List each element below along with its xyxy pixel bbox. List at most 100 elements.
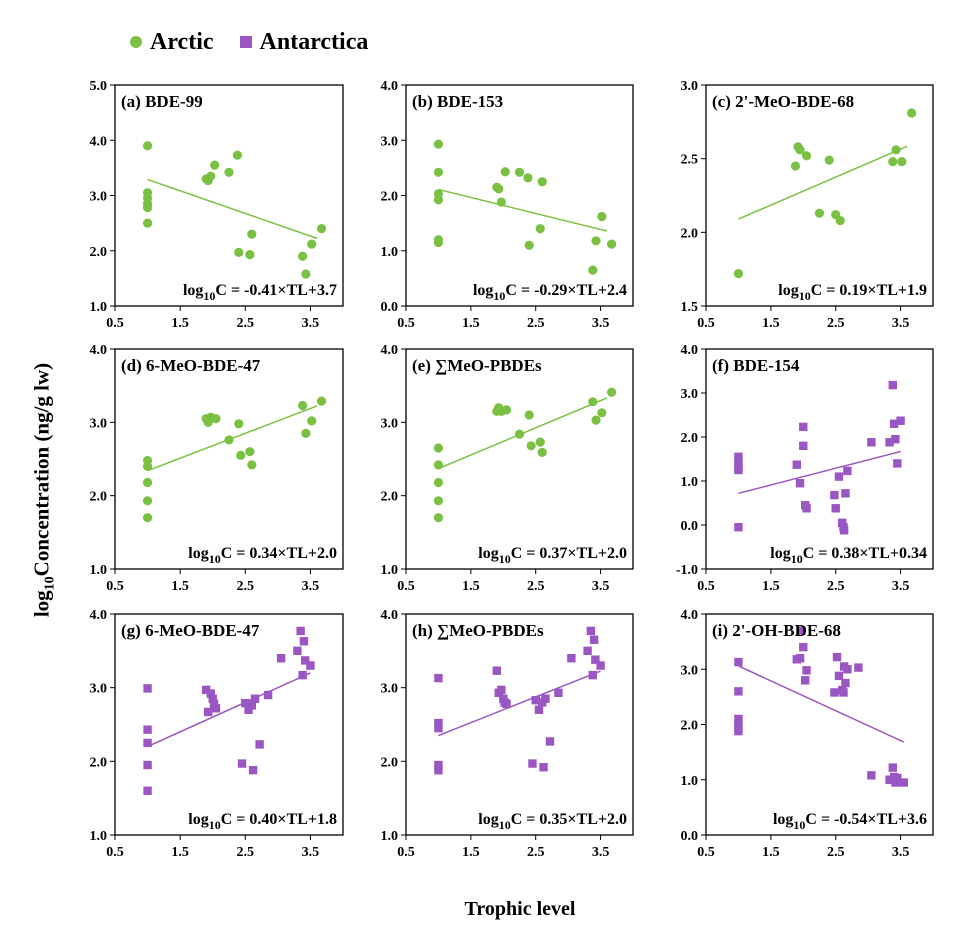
- y-tick-label: 5.0: [90, 79, 108, 94]
- data-point: [224, 435, 234, 445]
- data-point: [433, 460, 444, 470]
- y-tick-label: 2.0: [681, 719, 699, 734]
- data-point: [224, 167, 234, 177]
- data-point: [795, 145, 805, 155]
- data-point: [591, 655, 600, 664]
- data-point: [143, 725, 152, 734]
- x-tick-label: 2.5: [237, 579, 255, 594]
- data-point: [306, 661, 315, 670]
- legend-label-antarctica: Antarctica: [259, 28, 369, 55]
- chart-panel: 0.0 1.0 2.0 3.0 4.0 0.5 1.5 2.5 3.5 (i) 2'-OH-BDE…: [681, 608, 934, 860]
- data-point: [142, 513, 153, 523]
- data-point: [298, 251, 308, 261]
- data-point: [531, 695, 540, 705]
- data-point: [298, 400, 308, 411]
- data-point: [208, 694, 217, 703]
- y-tick-label: 4.0: [681, 608, 699, 623]
- data-point: [234, 247, 244, 258]
- data-point: [434, 673, 443, 683]
- data-point: [247, 229, 257, 239]
- data-point: [293, 646, 302, 656]
- data-point: [906, 108, 917, 118]
- x-tick-label: 0.5: [697, 845, 715, 860]
- data-point: [524, 240, 534, 250]
- data-point: [734, 714, 743, 724]
- data-point: [496, 197, 506, 207]
- y-tick-label: 4.0: [381, 343, 399, 358]
- data-point: [838, 518, 847, 527]
- data-point: [835, 215, 845, 226]
- data-point: [893, 459, 902, 468]
- y-tick-label: 3.0: [381, 682, 399, 697]
- x-tick-label: 2.5: [827, 845, 845, 860]
- data-point: [301, 269, 311, 279]
- regression-line: [738, 145, 908, 220]
- x-tick-label: 3.5: [892, 316, 910, 331]
- data-point: [143, 684, 152, 693]
- data-point: [843, 665, 852, 674]
- data-point: [734, 687, 743, 696]
- data-point: [526, 441, 536, 451]
- data-point: [830, 490, 839, 500]
- y-tick-label: 0.0: [681, 519, 699, 534]
- data-point: [276, 654, 286, 663]
- data-point: [588, 265, 598, 275]
- data-point: [795, 654, 805, 663]
- plot-frame: [705, 84, 934, 307]
- data-point: [307, 416, 317, 426]
- data-point: [433, 139, 444, 149]
- legend: Arctic Antarctica: [130, 26, 368, 58]
- y-tick-label: 4.0: [381, 79, 399, 94]
- data-point: [502, 699, 511, 709]
- regression-equation: log10C = -0.41×TL+3.7: [183, 282, 337, 303]
- data-point: [250, 694, 260, 703]
- y-tick-label: 3.0: [681, 79, 699, 94]
- y-tick-label: 1.0: [381, 245, 399, 260]
- plot-frame: [114, 613, 344, 836]
- y-tick-label: 1.0: [681, 475, 699, 490]
- y-tick-label: 2.0: [90, 245, 108, 260]
- data-point: [824, 155, 834, 165]
- data-point: [539, 763, 548, 772]
- y-tick-label: 2.0: [381, 490, 399, 505]
- data-point: [142, 477, 153, 488]
- data-point: [209, 699, 219, 709]
- legend-label-arctic: Arctic: [150, 28, 214, 55]
- data-point: [854, 663, 863, 672]
- data-point: [211, 414, 221, 424]
- data-point: [885, 438, 894, 447]
- y-tick-label: 3.0: [90, 416, 108, 431]
- y-tick-label: 0.0: [681, 829, 699, 844]
- data-point: [839, 526, 849, 535]
- x-tick-label: 2.5: [827, 316, 845, 331]
- data-point: [867, 438, 876, 447]
- panel-title: (g) 6-MeO-BDE-47: [121, 621, 260, 640]
- data-point: [814, 208, 825, 218]
- x-tick-label: 2.5: [527, 316, 545, 331]
- data-point: [541, 694, 550, 703]
- data-point: [535, 224, 545, 234]
- data-point: [500, 167, 510, 177]
- x-tick-label: 1.5: [171, 316, 189, 331]
- x-tick-label: 0.5: [106, 845, 124, 860]
- y-tick-label: 3.0: [681, 663, 699, 678]
- regression-line: [738, 665, 905, 743]
- data-point: [545, 737, 555, 746]
- data-point: [301, 428, 311, 438]
- data-point: [588, 397, 598, 407]
- regression-equation: log10C = 0.40×TL+1.8: [188, 811, 337, 832]
- x-tick-label: 3.5: [302, 579, 320, 594]
- data-point: [567, 654, 576, 663]
- x-tick-label: 0.5: [397, 579, 415, 594]
- data-point: [255, 740, 264, 749]
- y-tick-label: 2.0: [681, 226, 699, 241]
- data-point: [142, 141, 153, 151]
- y-tick-label: 2.0: [90, 490, 108, 505]
- data-point: [497, 685, 506, 695]
- data-point: [734, 452, 743, 461]
- y-tick-label: 0.0: [381, 300, 399, 315]
- data-point: [597, 211, 607, 222]
- data-point: [143, 760, 152, 770]
- x-tick-label: 1.5: [762, 579, 780, 594]
